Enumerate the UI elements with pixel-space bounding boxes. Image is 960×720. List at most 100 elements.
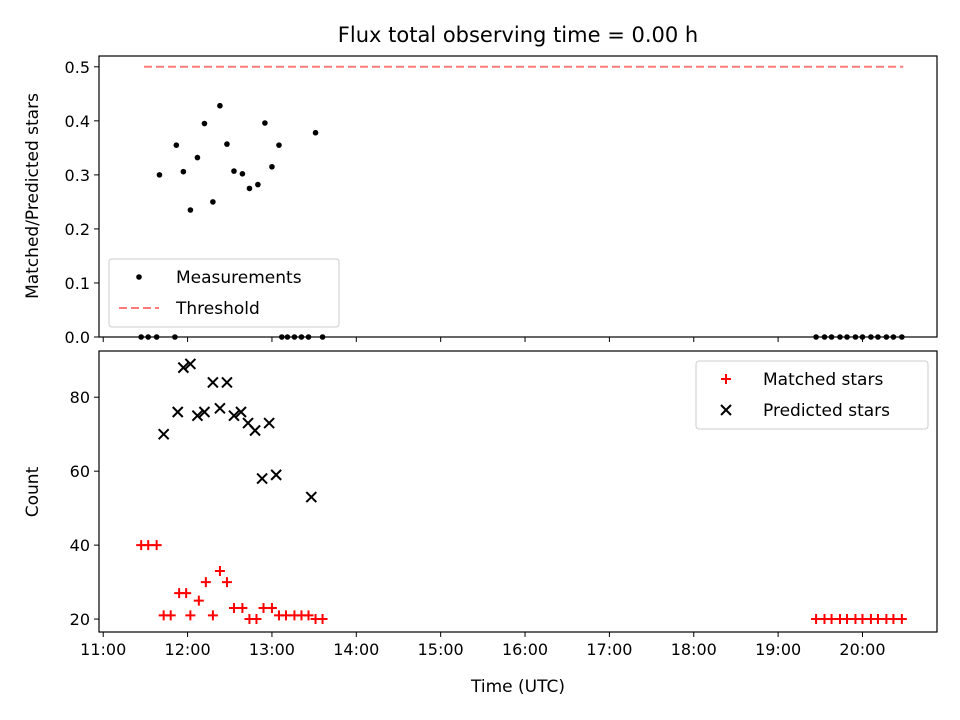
- predicted-star-point: [184, 358, 197, 370]
- measurement-point: [194, 154, 201, 161]
- matched-star-point: [872, 614, 883, 625]
- matched-star-point: [207, 610, 218, 621]
- legend: Matched stars Predicted stars: [695, 360, 929, 430]
- predicted-star-point: [305, 491, 318, 503]
- x-tick-label: 16:00: [502, 640, 548, 659]
- matched-star-point: [221, 577, 232, 588]
- measurement-point: [276, 142, 282, 148]
- measurement-point: [255, 181, 261, 188]
- y-tick-label: 40: [70, 536, 90, 555]
- top-y-axis-label: Matched/Predicted stars: [23, 93, 43, 299]
- measurement-point: [239, 171, 246, 177]
- y-tick-label: 0.3: [65, 166, 90, 185]
- measurement-point: [262, 120, 268, 126]
- measurement-point: [291, 334, 298, 340]
- measurement-point: [298, 334, 305, 340]
- predicted-star-point: [214, 402, 226, 415]
- matched-star-point: [826, 614, 837, 625]
- matched-star-point: [266, 602, 277, 613]
- chart-title: Flux total observing time = 0.00 h: [338, 23, 698, 47]
- y-tick-label: 0.1: [65, 274, 90, 293]
- measurement-point: [868, 334, 874, 340]
- measurement-point: [852, 334, 859, 340]
- y-tick-label: 0.2: [65, 220, 90, 239]
- matched-star-point: [237, 602, 248, 613]
- measurement-point: [899, 334, 905, 340]
- measurement-point: [173, 142, 180, 148]
- measurement-point: [187, 207, 194, 213]
- measurement-point: [224, 141, 230, 147]
- legend-box: [108, 258, 340, 328]
- measurement-point: [172, 334, 178, 340]
- bottom-panel: 11:00 12:00 13:00 14:00 15:00 16:00 17:00 18:00…: [70, 350, 938, 659]
- predicted-star-point: [235, 406, 247, 418]
- x-tick-label: 11:00: [80, 640, 126, 659]
- x-tick-label: 17:00: [586, 640, 632, 659]
- measurement-point: [138, 334, 144, 340]
- legend: Measurements Threshold: [108, 258, 340, 328]
- predicted-star-point: [172, 406, 184, 418]
- measurement-point: [883, 334, 890, 340]
- y-tick-label: 60: [70, 462, 90, 481]
- x-tick-label: 18:00: [671, 640, 717, 659]
- measurement-point: [210, 199, 216, 205]
- measurement-point: [312, 129, 319, 136]
- legend-label: Measurements: [176, 268, 302, 288]
- predicted-star-point: [249, 424, 261, 437]
- legend-label: Predicted stars: [763, 401, 890, 421]
- legend-label: Threshold: [175, 299, 260, 319]
- measurement-point: [201, 120, 208, 127]
- measurement-point: [153, 334, 160, 340]
- y-tick-label: 80: [70, 388, 90, 407]
- matched-star-point: [303, 610, 314, 621]
- legend-box: [695, 360, 929, 430]
- matched-star-point: [214, 565, 225, 576]
- matched-star-point: [181, 588, 192, 599]
- measurement-point: [837, 334, 843, 340]
- measurement-point: [844, 334, 850, 340]
- predicted-star-point: [228, 409, 240, 422]
- measurement-point: [145, 334, 152, 340]
- measurement-point: [828, 334, 835, 340]
- top-panel: 0.0 0.1 0.2 0.3 0.4 0.5 Measurements Threshold: [65, 55, 938, 347]
- measurement-point: [319, 334, 326, 340]
- matched-star-point: [258, 602, 269, 613]
- measurement-point: [305, 334, 312, 340]
- predicted-star-point: [221, 376, 233, 389]
- y-tick-label: 20: [70, 610, 90, 629]
- plot-frame: [98, 350, 938, 633]
- matched-star-point: [143, 540, 154, 551]
- x-tick-label: 15:00: [418, 640, 464, 659]
- x-tick-label: 12:00: [165, 640, 211, 659]
- matched-star-point: [811, 614, 822, 625]
- legend-matched-swatch: [721, 374, 731, 384]
- predicted-star-point: [177, 361, 190, 374]
- matched-star-point: [857, 614, 868, 625]
- measurement-point: [231, 168, 237, 174]
- predicted-star-point: [157, 428, 170, 440]
- measurement-point: [269, 163, 275, 170]
- measurement-point: [813, 334, 819, 340]
- legend-label: Matched stars: [763, 370, 883, 390]
- x-axis-label: Time (UTC): [470, 677, 565, 697]
- matched-star-point: [317, 614, 328, 625]
- matched-star-point: [842, 614, 853, 625]
- measurement-point: [890, 334, 897, 340]
- measurement-point: [246, 185, 253, 192]
- matched-star-point: [151, 540, 162, 551]
- matched-star-point: [228, 602, 239, 613]
- legend-measurement-swatch: [136, 274, 142, 280]
- measurement-point: [278, 334, 285, 340]
- matched-star-point: [888, 614, 899, 625]
- matched-star-point: [200, 577, 211, 588]
- y-tick-label: 0.4: [65, 112, 90, 131]
- matched-star-point: [185, 610, 196, 621]
- x-tick-label: 13:00: [249, 640, 295, 659]
- predicted-star-point: [207, 376, 219, 389]
- matched-star-point: [251, 614, 262, 625]
- y-tick-label: 0.5: [65, 58, 90, 77]
- measurement-point: [284, 334, 291, 340]
- x-tick-label: 14:00: [333, 640, 379, 659]
- predicted-star-point: [198, 406, 211, 418]
- x-tick-label: 19:00: [755, 640, 801, 659]
